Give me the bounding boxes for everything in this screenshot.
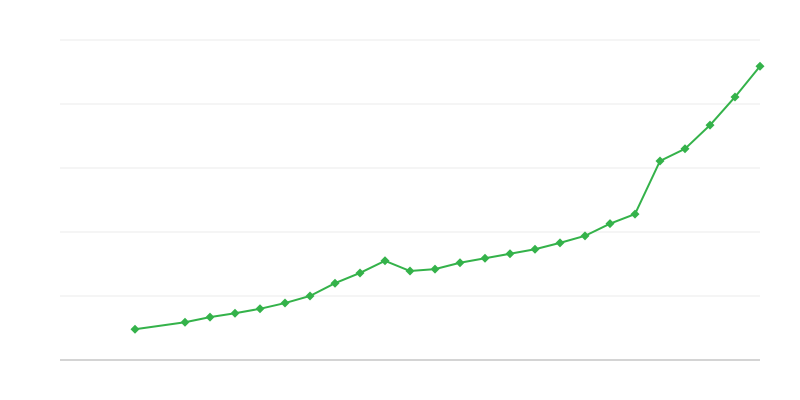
data-point xyxy=(405,266,415,276)
data-point xyxy=(480,253,490,263)
data-point xyxy=(380,256,390,266)
series-line xyxy=(130,61,765,334)
gridlines xyxy=(60,39,760,297)
data-point xyxy=(630,209,640,219)
data-point xyxy=(455,258,465,268)
data-point xyxy=(755,61,765,71)
data-point xyxy=(505,249,515,259)
data-point xyxy=(655,156,665,166)
data-point xyxy=(555,238,565,248)
data-point xyxy=(730,92,740,102)
data-point xyxy=(205,312,215,322)
series-path xyxy=(134,65,761,331)
data-point xyxy=(355,268,365,278)
data-point xyxy=(330,278,340,288)
data-point xyxy=(130,324,140,334)
data-point xyxy=(255,304,265,314)
data-point xyxy=(305,291,315,301)
data-point xyxy=(180,317,190,327)
data-point xyxy=(680,144,690,154)
data-point xyxy=(530,244,540,254)
data-point xyxy=(580,231,590,241)
data-point xyxy=(280,298,290,308)
data-point xyxy=(605,219,615,229)
data-point xyxy=(230,308,240,318)
data-point xyxy=(430,264,440,274)
data-point xyxy=(705,120,715,130)
